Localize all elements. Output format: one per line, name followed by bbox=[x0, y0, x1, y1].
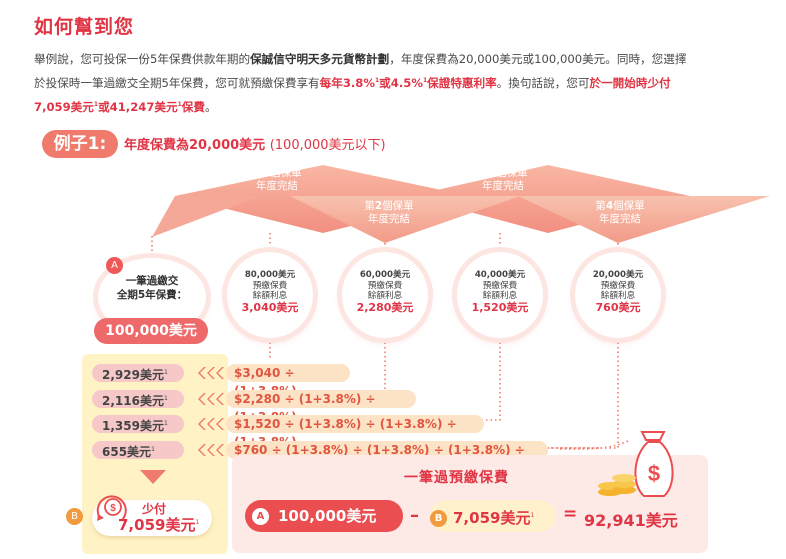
year-label-2: 第2個保單 年度完結 bbox=[364, 200, 414, 225]
year-label-1: 第1個保單 年度完結 bbox=[252, 167, 302, 192]
year2-triangle bbox=[290, 196, 520, 243]
formula-1: $3,040 ÷ (1+3.8%) bbox=[226, 364, 350, 398]
saving-amount: 7,059美元1 bbox=[118, 516, 200, 534]
discounted-value-4: 655美元1 bbox=[92, 441, 184, 459]
balance-circle-2: 60,000美元 預繳保費 餘額利息 2,280美元 bbox=[342, 252, 428, 338]
triple-chevron-left-icon bbox=[198, 393, 224, 405]
dollar-coin-icon: $ bbox=[96, 495, 127, 521]
lump-sum-amount: 100,000美元 bbox=[94, 318, 208, 344]
example-label: 例子1: bbox=[42, 130, 118, 158]
coin-stack-icon bbox=[598, 474, 636, 496]
year4-triangle bbox=[518, 196, 770, 243]
summary-a-pill: A 100,000美元 bbox=[245, 500, 403, 532]
summary-title: 一筆過預繳保費 bbox=[404, 470, 509, 486]
formula-3: $1,520 ÷ (1+3.8%) ÷ (1+3.8%) ÷ (1+3.8%) bbox=[226, 415, 484, 449]
discounted-value-1: 2,929美元1 bbox=[92, 364, 184, 382]
triple-chevron-left-icon bbox=[198, 367, 224, 379]
discounted-value-2: 2,116美元1 bbox=[92, 390, 184, 408]
equals-sign: = bbox=[563, 504, 578, 524]
money-bag-icon: $ bbox=[598, 431, 674, 497]
formula-4: $760 ÷ (1+3.8%) ÷ (1+3.8%) ÷ (1+3.8%) ÷ … bbox=[226, 441, 548, 475]
page-title: 如何幫到您 bbox=[34, 16, 135, 38]
plan-name: 保誠信守明天多元貨幣計劃 bbox=[250, 52, 390, 66]
year-label-3: 第3個保單 年度完結 bbox=[478, 167, 528, 192]
ribbon-left bbox=[152, 196, 260, 237]
badge-a: A bbox=[251, 507, 270, 526]
saving-label: 少付 bbox=[142, 502, 167, 516]
balance-circle-1: 80,000美元 預繳保費 餘額利息 3,040美元 bbox=[227, 252, 313, 338]
down-arrow-icon bbox=[140, 470, 166, 484]
example-subtitle: 年度保費為20,000美元 (100,000美元以下) bbox=[124, 138, 386, 153]
formula-2: $2,280 ÷ (1+3.8%) ÷ (1+3.8%) bbox=[226, 390, 416, 424]
triple-chevron-left-icon bbox=[198, 444, 224, 456]
discounted-value-3: 1,359美元1 bbox=[92, 415, 184, 433]
intro-paragraph: 舉例說，您可投保一份5年保費供款年期的保誠信守明天多元貨幣計劃，年度保費為20,… bbox=[34, 52, 687, 114]
svg-text:$: $ bbox=[648, 461, 660, 486]
badge-b: B bbox=[430, 510, 447, 527]
year-label-4: 第4個保單 年度完結 bbox=[595, 200, 645, 225]
summary-b-pill: B 7,059美元1 bbox=[430, 500, 556, 532]
balance-circle-3: 40,000美元 預繳保費 餘額利息 1,520美元 bbox=[457, 252, 543, 338]
summary-result: 92,941美元 bbox=[584, 511, 678, 530]
badge-b: B bbox=[66, 508, 83, 525]
triple-chevron-left-icon bbox=[198, 418, 224, 430]
svg-text:$: $ bbox=[110, 503, 116, 514]
minus-sign: – bbox=[410, 505, 419, 526]
badge-a: A bbox=[106, 257, 123, 274]
balance-circle-4: 20,000美元 預繳保費 餘額利息 760美元 bbox=[575, 252, 661, 338]
